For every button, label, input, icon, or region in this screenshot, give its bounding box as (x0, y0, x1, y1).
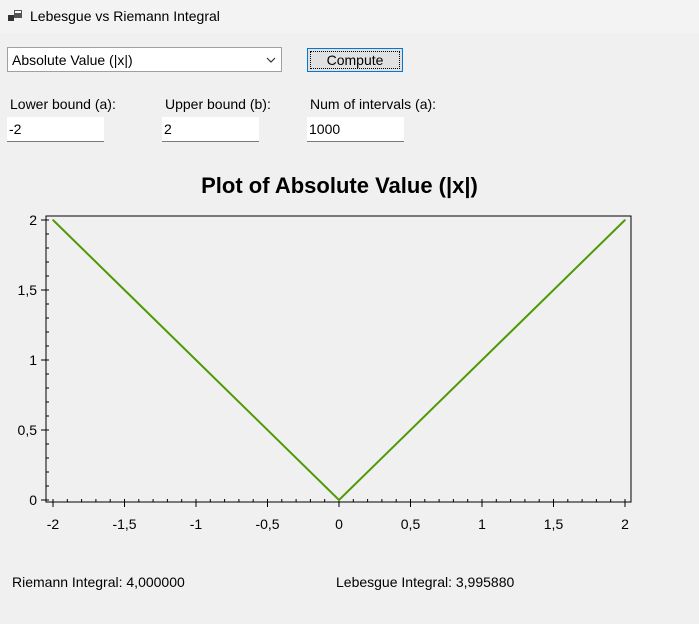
data-point (624, 219, 626, 221)
data-point (338, 499, 340, 501)
x-tick-label: 2 (621, 516, 629, 532)
x-tick-label: -0,5 (255, 516, 279, 532)
y-tick-label: 1 (29, 352, 37, 368)
title-bar: Lebesgue vs Riemann Integral (0, 0, 699, 33)
x-tick-label: 1 (478, 516, 486, 532)
lebesgue-result: Lebesgue Integral: 3,995880 (336, 574, 515, 590)
upper-bound-input[interactable]: 2 (162, 117, 259, 142)
upper-bound-label: Upper bound (b): (165, 96, 271, 112)
y-tick-label: 2 (29, 212, 37, 228)
num-intervals-input[interactable]: 1000 (307, 117, 404, 142)
y-tick-label: 1,5 (18, 282, 38, 298)
plot-frame (45, 215, 632, 503)
num-intervals-label: Num of intervals (a): (310, 96, 437, 112)
x-tick-label: 0 (335, 516, 343, 532)
x-tick-label: -1 (190, 516, 203, 532)
data-point (52, 219, 54, 221)
app-icon (8, 10, 22, 21)
x-tick-label: -2 (47, 516, 60, 532)
function-select[interactable]: Absolute Value (|x|) (7, 47, 282, 72)
function-select-value: Absolute Value (|x|) (12, 52, 133, 68)
chevron-down-icon (266, 57, 276, 63)
x-tick-label: -1,5 (112, 516, 136, 532)
y-tick-label: 0 (29, 492, 37, 508)
riemann-result: Riemann Integral: 4,000000 (12, 574, 185, 590)
window-title: Lebesgue vs Riemann Integral (30, 8, 220, 24)
x-tick-label: 0,5 (401, 516, 421, 532)
chart-title: Plot of Absolute Value (|x|) (201, 173, 478, 198)
compute-button[interactable]: Compute (307, 48, 403, 72)
lower-bound-input[interactable]: -2 (7, 117, 104, 142)
x-tick-label: 1,5 (544, 516, 564, 532)
y-tick-label: 0,5 (18, 422, 38, 438)
lower-bound-label: Lower bound (a): (10, 96, 116, 112)
